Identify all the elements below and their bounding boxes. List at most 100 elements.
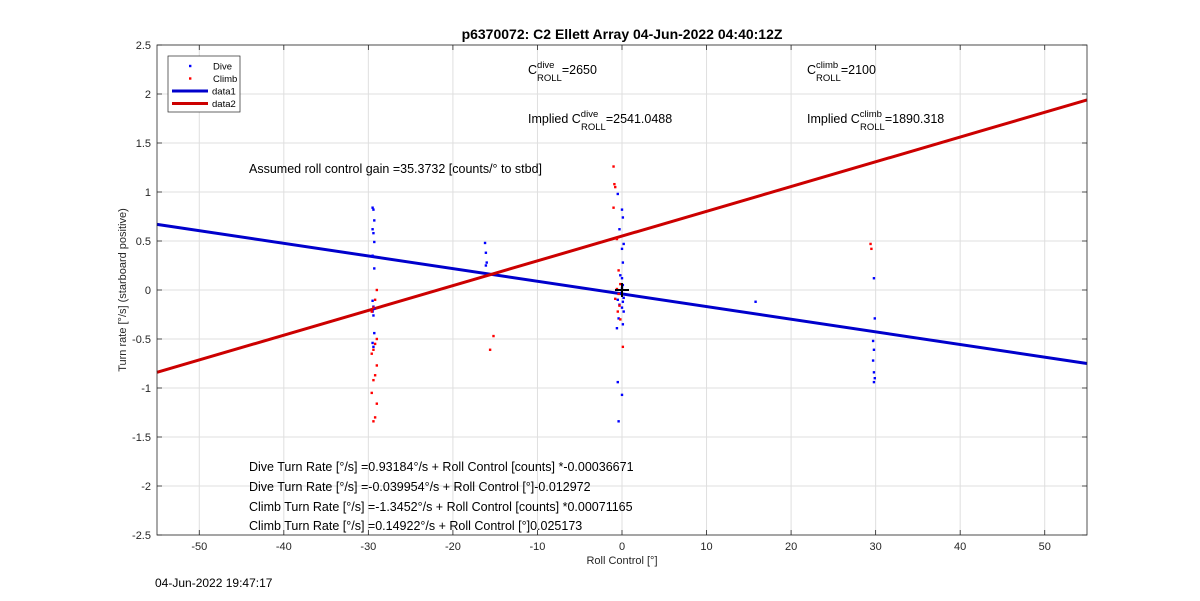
implied-climb-value: =1890.318 (885, 112, 944, 126)
y-tick-label: 2.5 (136, 40, 151, 52)
data-point-dive (483, 241, 487, 245)
data-point-climb (373, 298, 377, 301)
data-point-dive (872, 277, 876, 280)
data-point-dive (617, 317, 620, 320)
data-point-climb (618, 304, 621, 307)
y-tick-label: -0.5 (132, 334, 151, 346)
data-point-dive (620, 393, 624, 397)
data-point-climb (370, 310, 373, 313)
data-point-dive (873, 377, 876, 380)
data-point-dive (372, 345, 375, 349)
data-point-dive (873, 317, 876, 320)
y-tick-label: 1.5 (136, 138, 151, 150)
x-tick-label: 10 (700, 541, 712, 553)
data-point-dive (620, 208, 624, 211)
data-point-climb (372, 348, 375, 351)
data-point-climb (373, 342, 377, 346)
y-tick-label: -2.5 (132, 530, 151, 542)
data-point-dive (372, 231, 375, 235)
data-point-dive (621, 323, 625, 326)
data-point-climb (612, 206, 615, 209)
x-tick-label: 40 (954, 541, 966, 553)
data-point-dive (621, 216, 625, 219)
x-axis-label: Roll Control [°] (586, 555, 657, 567)
legend-swatch-dive (189, 64, 192, 68)
x-tick-label: -10 (530, 541, 546, 553)
implied-dive-value: =2541.0488 (606, 112, 672, 126)
c-dive-sub: ROLL (537, 73, 562, 84)
axes (156, 44, 1088, 536)
data-point-dive (872, 348, 876, 351)
c-climb-sub: ROLL (816, 73, 841, 84)
data-point-climb (372, 378, 375, 382)
data-point-dive (872, 380, 876, 384)
data-point-climb (612, 165, 615, 168)
data-point-climb (375, 402, 379, 405)
x-tick-label: 0 (619, 541, 625, 553)
data-point-climb (370, 391, 373, 395)
data-point-climb (621, 345, 625, 349)
data-point-climb (370, 352, 373, 355)
data-point-dive (371, 341, 374, 345)
c-climb-label: C (807, 63, 816, 77)
c-dive-sup: dive (537, 60, 554, 71)
data-point-dive (872, 371, 876, 374)
data-point-climb (373, 416, 377, 419)
footer-timestamp: 04-Jun-2022 19:47:17 (155, 576, 273, 590)
implied-dive-sup: dive (581, 109, 598, 120)
implied-c-roll-climb-annotation: Implied Cclimb ROLL=1890.318 (807, 109, 944, 133)
data-point-climb (617, 269, 620, 272)
climb-fit-counts-equation: Climb Turn Rate [°/s] =-1.3452°/s + Roll… (249, 500, 633, 514)
c-dive-value: =2650 (562, 63, 597, 77)
data-point-dive (484, 251, 488, 254)
c-climb-sup: climb (816, 60, 838, 71)
data-point-dive (622, 242, 625, 246)
legend-label: data2 (212, 99, 236, 110)
chart-title: p6370072: C2 Ellett Array 04-Jun-2022 04… (462, 26, 783, 42)
data-point-dive (371, 299, 374, 302)
x-tick-label: -40 (276, 541, 292, 553)
implied-climb-sup: climb (860, 109, 882, 120)
y-tick-label: 0 (145, 285, 151, 297)
x-tick-label: -30 (360, 541, 376, 553)
data-point-dive (485, 261, 488, 264)
x-tick-label: 30 (870, 541, 882, 553)
data-point-dive (621, 300, 625, 303)
y-tick-label: -2 (141, 481, 151, 493)
data-point-climb (488, 348, 492, 351)
y-tick-label: 1 (145, 187, 151, 199)
implied-climb-sub: ROLL (860, 122, 885, 133)
data-point-dive (616, 192, 619, 196)
data-point-dive (618, 228, 621, 231)
y-axis-label: Turn rate [°/s] (starboard positive) (117, 208, 129, 372)
data-point-dive (621, 261, 625, 264)
roll-gain-annotation: Assumed roll control gain =35.3732 [coun… (249, 162, 542, 176)
data-point-dive (622, 310, 625, 313)
data-point-climb (869, 242, 872, 246)
data-point-climb (373, 374, 377, 377)
data-point-dive (373, 267, 376, 270)
data-point-dive (620, 247, 624, 251)
fit-line-data2 (156, 98, 1088, 374)
data-point-climb (617, 292, 620, 296)
data-point-dive (371, 206, 374, 209)
data-point-climb (619, 282, 622, 286)
data-point-climb (616, 310, 619, 313)
x-tick-label: 20 (785, 541, 797, 553)
c-dive-label: C (528, 63, 537, 77)
data-point-dive (754, 300, 757, 303)
data-point-dive (871, 359, 875, 362)
data-point-dive (616, 298, 619, 301)
data-point-dive (616, 380, 619, 384)
y-tick-label: -1.5 (132, 432, 151, 444)
data-point-climb (375, 288, 379, 292)
dive-fit-degrees-equation: Dive Turn Rate [°/s] =-0.039954°/s + Rol… (249, 480, 591, 494)
data-point-climb (619, 318, 622, 321)
data-point-dive (373, 219, 376, 222)
implied-c-roll-dive-annotation: Implied Cdive ROLL=2541.0488 (528, 109, 672, 133)
data-point-dive (620, 277, 624, 280)
x-tick-label: -20 (445, 541, 461, 553)
y-tick-label: -1 (141, 383, 151, 395)
x-tick-labels: -50 -40 -30 -20 -10 0 10 20 30 40 50 (191, 541, 1051, 553)
